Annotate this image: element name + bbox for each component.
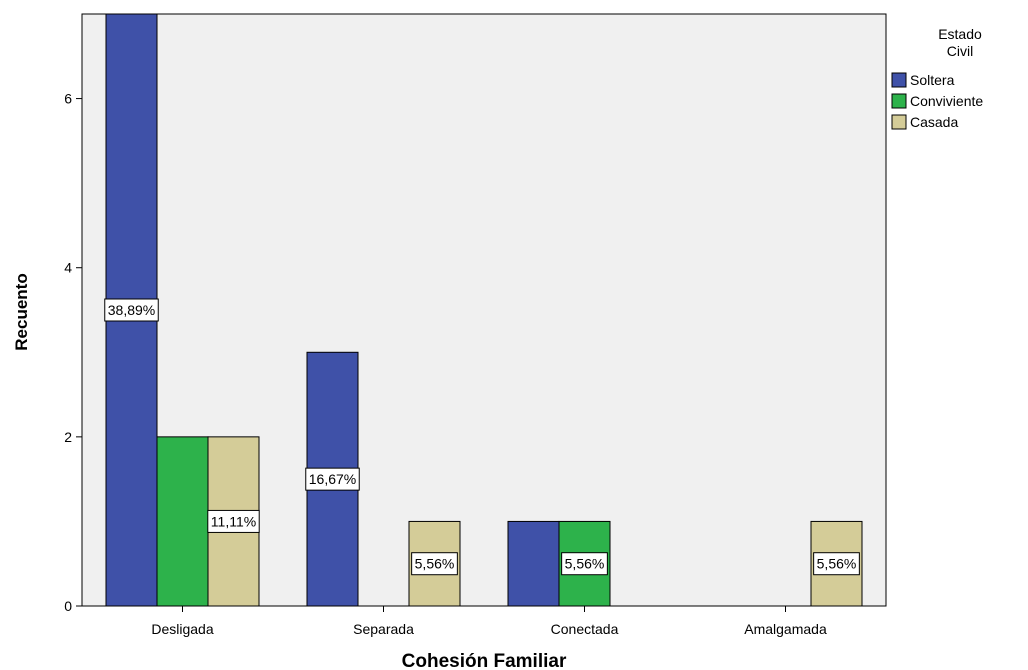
legend-title-line-2: Civil — [947, 43, 973, 59]
x-tick-label: Desligada — [151, 621, 213, 637]
legend-title-line-1: Estado — [938, 26, 982, 42]
legend-label-soltera: Soltera — [910, 72, 955, 88]
data-label: 16,67% — [305, 467, 360, 491]
svg-text:16,67%: 16,67% — [309, 471, 356, 487]
legend-swatch-soltera — [891, 72, 907, 88]
x-tick-label: Separada — [353, 621, 414, 637]
svg-text:5,56%: 5,56% — [817, 556, 857, 572]
data-label: 5,56% — [561, 552, 608, 576]
svg-text:5,56%: 5,56% — [565, 556, 605, 572]
y-tick-label: 0 — [64, 598, 72, 614]
bar-soltera — [507, 520, 560, 607]
legend-label-casada: Casada — [910, 114, 958, 130]
x-tick-label: Amalgamada — [744, 621, 827, 637]
legend: Estado Civil Soltera Conviviente Casada — [891, 26, 983, 130]
data-label: 5,56% — [813, 552, 860, 576]
y-axis-title: Recuento — [12, 273, 31, 350]
data-labels: 38,89% 11,11% 16,67% 5,56% 5,56% 5,56% — [104, 298, 860, 576]
svg-text:11,11%: 11,11% — [211, 513, 256, 529]
data-label: 38,89% — [104, 298, 159, 322]
y-tick-label: 2 — [64, 429, 72, 445]
x-axis-title: Cohesión Familiar — [402, 651, 567, 670]
legend-label-conviviente: Conviviente — [910, 93, 983, 109]
y-tick-label: 6 — [64, 91, 72, 107]
y-tick-label: 4 — [64, 260, 72, 276]
legend-swatch-casada — [891, 114, 907, 130]
x-axis: Desligada Separada Conectada Amalgamada — [151, 606, 827, 637]
svg-text:5,56%: 5,56% — [415, 556, 455, 572]
svg-text:38,89%: 38,89% — [108, 302, 155, 318]
y-axis: 0 2 4 6 — [64, 91, 82, 614]
bar-conviviente — [156, 436, 209, 607]
x-tick-label: Conectada — [551, 621, 619, 637]
data-label: 5,56% — [411, 552, 458, 576]
data-label: 11,11% — [207, 509, 260, 533]
legend-swatch-conviviente — [891, 93, 907, 109]
